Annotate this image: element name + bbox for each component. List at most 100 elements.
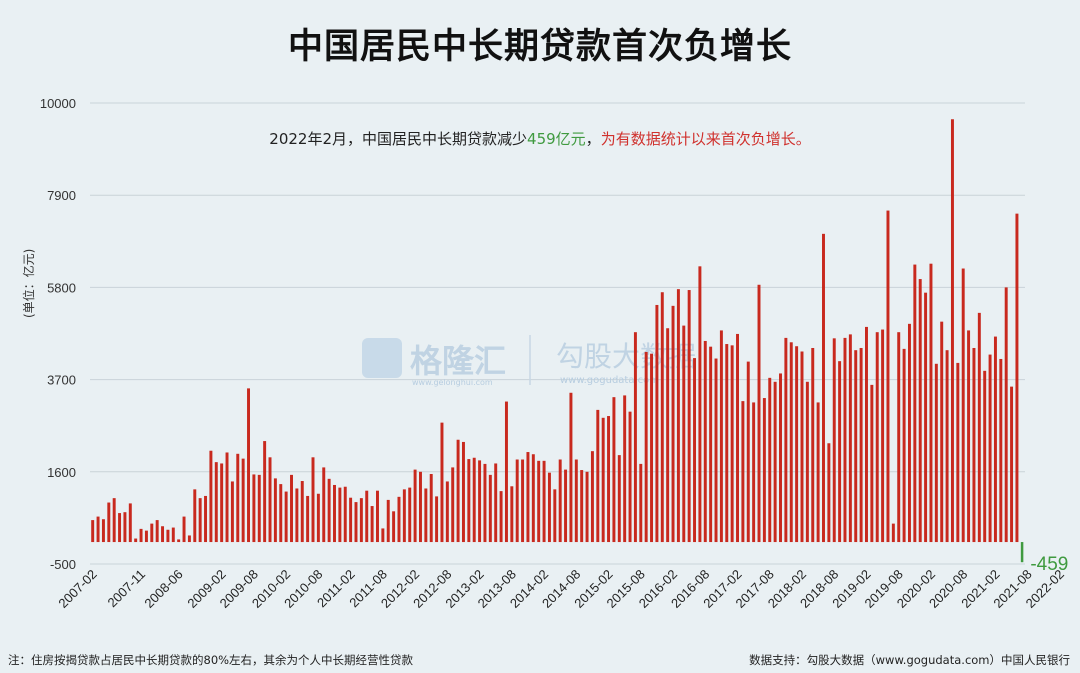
bar (617, 455, 621, 543)
bar (300, 481, 304, 543)
bar (773, 381, 777, 543)
annotation-prefix: 2022年2月，中国居民中长期贷款减少 (269, 130, 528, 148)
bar (779, 373, 782, 543)
bar (488, 474, 492, 543)
bar (972, 347, 976, 543)
bar (601, 417, 605, 543)
y-tick-label: 1600 (47, 465, 76, 480)
bar (510, 486, 514, 543)
bar (177, 539, 181, 543)
bar (676, 289, 680, 543)
bar (494, 463, 498, 543)
bar (730, 345, 734, 543)
bar (795, 346, 799, 543)
bar (413, 469, 417, 543)
bar (714, 358, 718, 543)
bar (504, 401, 508, 543)
bar (402, 489, 406, 543)
bar (349, 497, 353, 543)
bar (440, 422, 444, 543)
bar (558, 459, 562, 543)
bar (596, 409, 600, 543)
bar (209, 450, 213, 543)
chart-title: 中国居民中长期贷款首次负增长 (287, 27, 792, 67)
x-tick-label: 2007-02 (55, 567, 99, 611)
watermark-brand-2: 勾股大数据 (556, 340, 696, 373)
bar (107, 502, 111, 543)
bar (386, 499, 390, 543)
bar (816, 402, 820, 543)
bar (703, 340, 707, 543)
bar (537, 460, 541, 543)
bar (827, 443, 831, 543)
bar (934, 363, 938, 543)
bar (870, 384, 874, 543)
bar (257, 474, 261, 543)
bar (333, 484, 336, 543)
bar (918, 279, 922, 543)
bar (451, 467, 455, 543)
bar (161, 526, 165, 543)
bar (967, 330, 971, 543)
bar (247, 388, 250, 543)
bar (977, 312, 981, 543)
bar (865, 326, 868, 543)
bar (832, 338, 836, 543)
bar (472, 457, 476, 543)
bar (424, 488, 428, 543)
bar (198, 498, 202, 543)
y-tick-label: -500 (50, 557, 76, 572)
bar (322, 467, 326, 543)
bar (397, 496, 401, 543)
bar (886, 210, 890, 543)
bar (435, 496, 439, 543)
bar (418, 471, 422, 543)
bar-negative (1020, 542, 1024, 563)
y-axis-unit-label: (单位：亿元) (22, 248, 36, 318)
footer-note: 注：住房按揭贷款占居民中长期贷款的80%左右，其余为个人中长期经营性贷款 (8, 653, 414, 667)
bar (569, 392, 573, 543)
bar (515, 459, 519, 543)
bar (112, 498, 116, 543)
bar (902, 348, 906, 543)
bar (633, 332, 637, 543)
bar (1004, 287, 1008, 543)
bar (456, 439, 460, 543)
bar (822, 233, 825, 543)
bar (859, 347, 863, 543)
bar (655, 304, 659, 543)
bar (483, 463, 487, 543)
bar (585, 471, 589, 543)
footer-source: 数据支持：勾股大数据（www.gogudata.com）中国人民银行 (749, 653, 1070, 667)
bar (101, 519, 105, 543)
bar (1015, 213, 1019, 543)
bar (1010, 386, 1014, 543)
bar (736, 333, 739, 543)
bar (306, 495, 310, 543)
bar (612, 397, 616, 543)
bar (875, 332, 879, 543)
annotation-highlight: 为有数据统计以来首次负增长。 (600, 130, 811, 148)
bar (848, 334, 852, 543)
y-tick-label: 10000 (40, 96, 76, 111)
bar (881, 329, 885, 543)
bar (682, 325, 686, 543)
bar (789, 342, 793, 543)
bar (666, 328, 670, 543)
x-tick-label: 2007-11 (105, 567, 149, 611)
bar (241, 458, 245, 543)
bar (956, 362, 960, 543)
bar (338, 487, 342, 543)
bar (220, 463, 224, 543)
bar (230, 481, 234, 543)
bar (547, 472, 551, 543)
bar (290, 474, 293, 543)
bar (268, 457, 272, 543)
bar (376, 490, 379, 543)
bar (354, 502, 358, 543)
bar (263, 441, 267, 543)
bar (429, 473, 433, 543)
bar (542, 460, 546, 543)
bar (623, 395, 627, 543)
bar (225, 452, 229, 543)
